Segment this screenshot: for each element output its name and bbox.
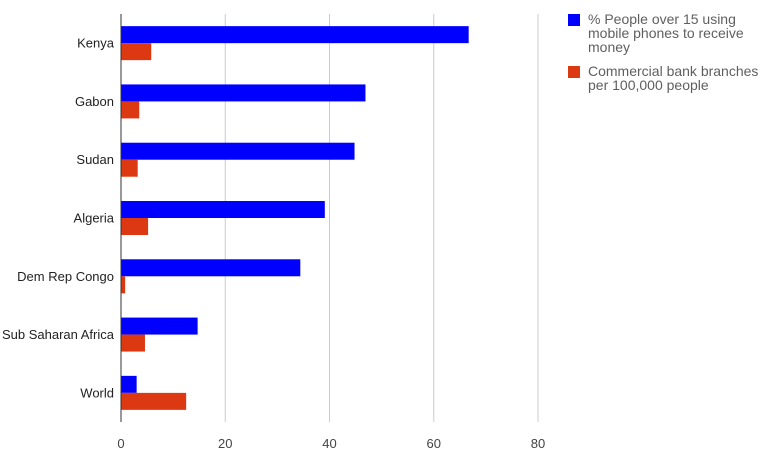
tick-labels: 0 20 40 60 80 Kenya Gabon Sudan Algeria Dem Rep C… xyxy=(2,36,545,451)
x-tick-label-40: 40 xyxy=(322,436,336,451)
category-label-world: World xyxy=(80,385,114,400)
category-label-kenya: Kenya xyxy=(77,36,115,51)
bar-sub-saharan-africa-series-1 xyxy=(121,317,198,335)
bar-world-series-2 xyxy=(121,392,187,410)
category-label-sudan: Sudan xyxy=(76,152,114,167)
bar-gabon-series-1 xyxy=(121,84,366,102)
x-tick-label-0: 0 xyxy=(117,436,124,451)
legend-label-series-2: Commercial bank branches per 100,000 peo… xyxy=(588,63,759,93)
bar-algeria-series-1 xyxy=(121,201,325,218)
category-label-algeria: Algeria xyxy=(74,211,115,226)
bar-sub-saharan-africa-series-2 xyxy=(121,334,145,352)
bar-dem-rep-congo-series-2 xyxy=(121,276,126,294)
bar-kenya-series-2 xyxy=(121,43,152,61)
bar-gabon-series-2 xyxy=(121,101,140,119)
bar-sudan-series-2 xyxy=(121,159,138,177)
bars xyxy=(121,26,469,410)
bar-kenya-series-1 xyxy=(121,26,469,44)
bar-sudan-series-1 xyxy=(121,142,355,160)
legend-item-series-2: Commercial bank branches per 100,000 peo… xyxy=(568,64,773,92)
legend-label-series-1: % People over 15 using mobile phones to … xyxy=(588,11,744,55)
category-label-dem-rep-congo: Dem Rep Congo xyxy=(17,269,114,284)
legend: % People over 15 using mobile phones to … xyxy=(568,12,773,102)
category-label-gabon: Gabon xyxy=(75,94,114,109)
x-tick-label-20: 20 xyxy=(218,436,232,451)
legend-swatch-series-1 xyxy=(568,14,580,26)
x-tick-label-80: 80 xyxy=(531,436,545,451)
legend-swatch-series-2 xyxy=(568,66,580,78)
bar-algeria-series-2 xyxy=(121,218,149,235)
category-label-sub-saharan-africa: Sub Saharan Africa xyxy=(2,327,115,342)
legend-item-series-1: % People over 15 using mobile phones to … xyxy=(568,12,773,54)
x-tick-label-60: 60 xyxy=(427,436,441,451)
bar-world-series-1 xyxy=(121,375,137,393)
bar-dem-rep-congo-series-1 xyxy=(121,259,301,277)
